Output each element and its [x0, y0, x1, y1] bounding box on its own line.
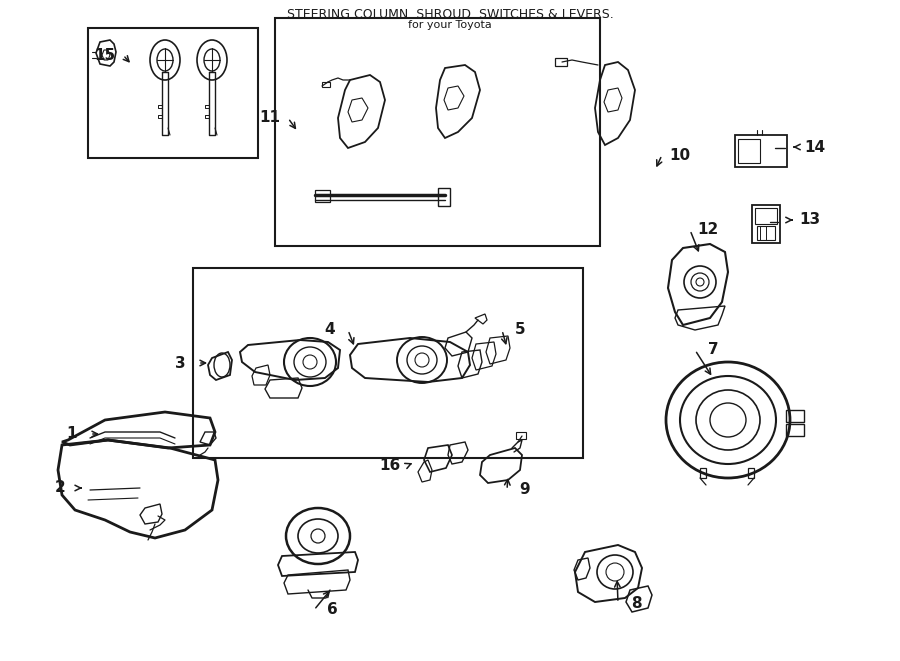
Bar	[786, 410, 804, 422]
Bar	[438, 188, 450, 206]
Text: 16: 16	[380, 457, 400, 473]
Text: 4: 4	[325, 323, 336, 338]
Text: 2: 2	[55, 481, 66, 496]
Text: 6: 6	[327, 602, 338, 617]
Text: 14: 14	[805, 139, 825, 155]
Bar	[735, 135, 787, 167]
Bar	[88, 28, 258, 158]
Bar	[516, 432, 526, 439]
Text: 15: 15	[94, 48, 115, 63]
Bar	[322, 82, 330, 87]
Text: 3: 3	[175, 356, 185, 371]
Text: 9: 9	[519, 483, 530, 498]
Text: 12: 12	[698, 223, 718, 237]
Text: 7: 7	[707, 342, 718, 358]
Text: 13: 13	[799, 212, 821, 227]
Bar	[755, 208, 777, 224]
Text: 10: 10	[670, 147, 690, 163]
Text: 11: 11	[259, 110, 281, 126]
Bar	[752, 205, 780, 243]
Bar	[757, 226, 775, 240]
Bar	[555, 58, 567, 66]
Text: for your Toyota: for your Toyota	[408, 20, 492, 30]
Text: 8: 8	[631, 596, 642, 611]
Text: STEERING COLUMN. SHROUD. SWITCHES & LEVERS.: STEERING COLUMN. SHROUD. SWITCHES & LEVE…	[286, 8, 614, 21]
Bar	[315, 190, 330, 202]
Bar	[193, 268, 583, 458]
Text: 5: 5	[515, 323, 526, 338]
Bar	[786, 424, 804, 436]
Text: 1: 1	[67, 426, 77, 442]
Bar	[738, 139, 760, 163]
Bar	[275, 18, 600, 246]
